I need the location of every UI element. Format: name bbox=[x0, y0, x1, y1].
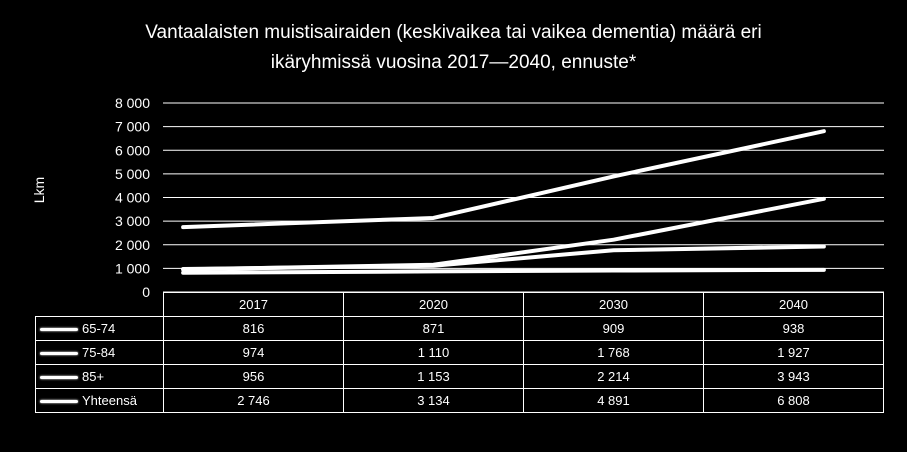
data-value-cell: 956 bbox=[163, 364, 344, 389]
x-category-label: 2017 bbox=[163, 292, 344, 317]
series-lines bbox=[181, 129, 826, 275]
data-value-cell: 974 bbox=[163, 340, 344, 365]
y-tick-label: 2 000 bbox=[115, 237, 150, 253]
table-row: 65-74 816 871 909 938 bbox=[35, 316, 884, 341]
legend-label: 65-74 bbox=[82, 321, 116, 336]
y-tick-label: 6 000 bbox=[115, 142, 150, 158]
legend-line-key bbox=[40, 328, 78, 332]
data-value-cell: 909 bbox=[523, 316, 704, 341]
table-row: 75-84 974 1 110 1 768 1 927 bbox=[35, 340, 884, 365]
data-value-cell: 4 891 bbox=[523, 388, 704, 413]
table-row: Yhteensä 2 746 3 134 4 891 6 808 bbox=[35, 388, 884, 413]
data-value-cell: 3 943 bbox=[703, 364, 884, 389]
y-tick-label: 3 000 bbox=[115, 213, 150, 229]
line-chart-plot: 0 1 000 2 000 3 000 4 000 5 000 6 000 7 000 8 00… bbox=[115, 95, 884, 300]
series-line-yhteensä bbox=[181, 129, 826, 230]
data-value-cell: 2 746 bbox=[163, 388, 344, 413]
series-line-65-74 bbox=[181, 267, 826, 275]
legend-label: 75-84 bbox=[82, 345, 116, 360]
y-tick-label: 8 000 bbox=[115, 95, 150, 111]
table-header-row: 2017 2020 2030 2040 bbox=[35, 292, 884, 317]
y-axis-ticks: 0 1 000 2 000 3 000 4 000 5 000 6 000 7 000 8 00… bbox=[115, 95, 150, 300]
legend-line-key bbox=[40, 376, 78, 380]
data-value-cell: 2 214 bbox=[523, 364, 704, 389]
x-category-label: 2020 bbox=[343, 292, 524, 317]
legend-entry: 85+ bbox=[35, 364, 164, 389]
data-value-cell: 1 110 bbox=[343, 340, 524, 365]
table-corner-cell bbox=[35, 292, 164, 317]
series-line-75-84 bbox=[181, 244, 826, 271]
data-value-cell: 6 808 bbox=[703, 388, 884, 413]
data-value-cell: 1 927 bbox=[703, 340, 884, 365]
legend-line-key bbox=[40, 400, 78, 404]
data-table: 2017 2020 2030 2040 65-74 816 871 909 938 75-84 97… bbox=[35, 292, 884, 413]
y-tick-label: 4 000 bbox=[115, 190, 150, 206]
legend-label: Yhteensä bbox=[82, 393, 137, 408]
series-line-85- bbox=[181, 196, 826, 272]
legend-entry: 65-74 bbox=[35, 316, 164, 341]
legend-line-key bbox=[40, 352, 78, 356]
data-value-cell: 938 bbox=[703, 316, 884, 341]
legend-label: 85+ bbox=[82, 369, 105, 384]
data-value-cell: 1 768 bbox=[523, 340, 704, 365]
chart-title: Vantaalaisten muistisairaiden (keskivaik… bbox=[20, 18, 887, 78]
data-value-cell: 3 134 bbox=[343, 388, 524, 413]
chart-title-line-2: ikäryhmissä vuosina 2017—2040, ennuste* bbox=[270, 52, 637, 73]
y-tick-label: 1 000 bbox=[115, 260, 150, 276]
legend-entry: 75-84 bbox=[35, 340, 164, 365]
y-tick-label: 5 000 bbox=[115, 166, 150, 182]
data-value-cell: 816 bbox=[163, 316, 344, 341]
x-category-label: 2040 bbox=[703, 292, 884, 317]
data-value-cell: 871 bbox=[343, 316, 524, 341]
y-tick-label: 7 000 bbox=[115, 119, 150, 135]
chart-title-line-1: Vantaalaisten muistisairaiden (keskivaik… bbox=[145, 22, 762, 43]
x-category-label: 2030 bbox=[523, 292, 704, 317]
y-tick-label: 0 bbox=[142, 284, 150, 300]
table-row: 85+ 956 1 153 2 214 3 943 bbox=[35, 364, 884, 389]
legend-entry: Yhteensä bbox=[35, 388, 164, 413]
data-value-cell: 1 153 bbox=[343, 364, 524, 389]
